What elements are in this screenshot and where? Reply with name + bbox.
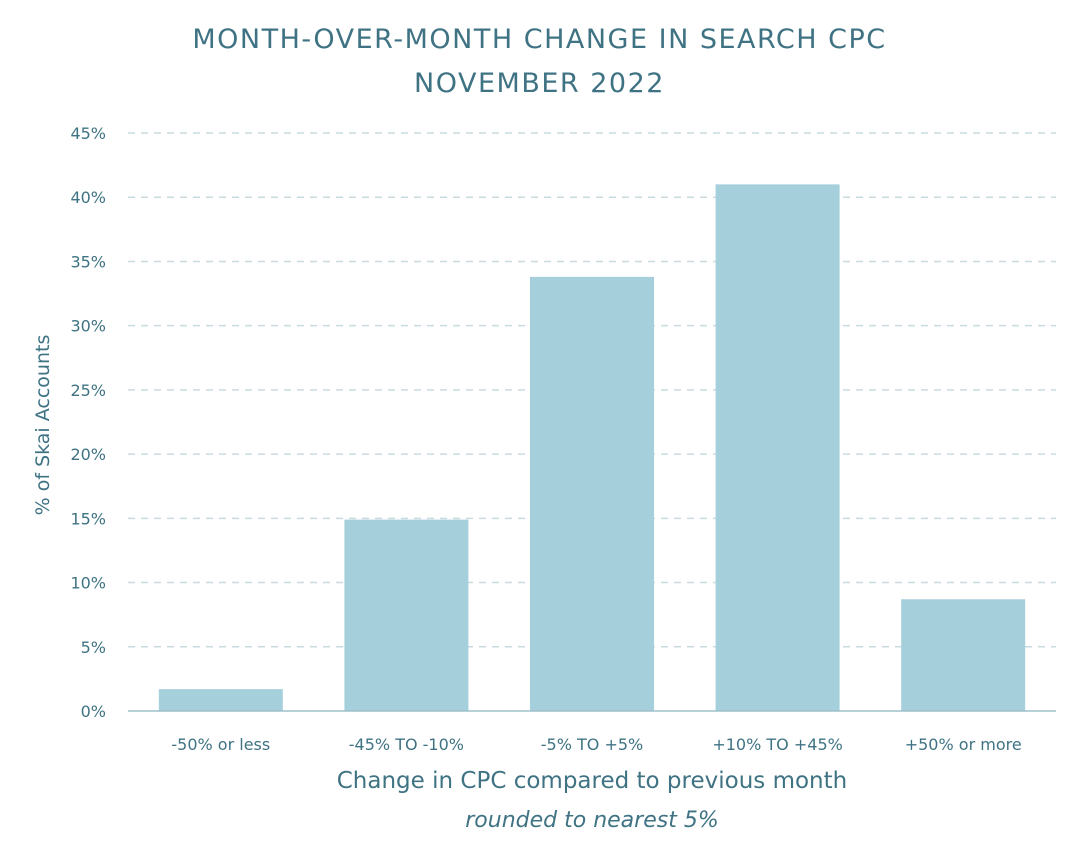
y-tick-label: 15%	[70, 509, 106, 528]
y-tick-label: 20%	[70, 445, 106, 464]
y-tick-label: 35%	[70, 252, 106, 271]
y-tick-label: 5%	[81, 638, 106, 657]
x-axis-label: Change in CPC compared to previous month	[336, 768, 848, 794]
bar	[901, 599, 1026, 711]
bar	[158, 689, 283, 711]
y-tick-label: 10%	[70, 574, 106, 593]
bar	[530, 276, 654, 711]
x-tick-label: -50% or less	[171, 735, 270, 754]
y-tick-label: 0%	[81, 702, 106, 721]
y-tick-label: 25%	[70, 381, 106, 400]
y-axis-label: % of Skai Accounts	[32, 334, 54, 516]
x-tick-label: +10% TO +45%	[712, 735, 842, 754]
chart-subtitle: NOVEMBER 2022	[414, 68, 665, 99]
y-tick-label: 40%	[70, 188, 106, 207]
y-axis-label-container: % of Skai Accounts	[28, 260, 58, 590]
chart-title: MONTH-OVER-MONTH CHANGE IN SEARCH CPC	[192, 24, 887, 55]
bar	[344, 519, 469, 711]
x-tick-label: +50% or more	[905, 735, 1022, 754]
y-tick-label: 45%	[70, 124, 106, 143]
bar	[715, 184, 840, 711]
y-tick-label: 30%	[70, 317, 106, 336]
x-tick-label: -45% TO -10%	[349, 735, 464, 754]
x-axis-note: rounded to nearest 5%	[465, 808, 719, 833]
x-tick-label: -5% TO +5%	[541, 735, 643, 754]
